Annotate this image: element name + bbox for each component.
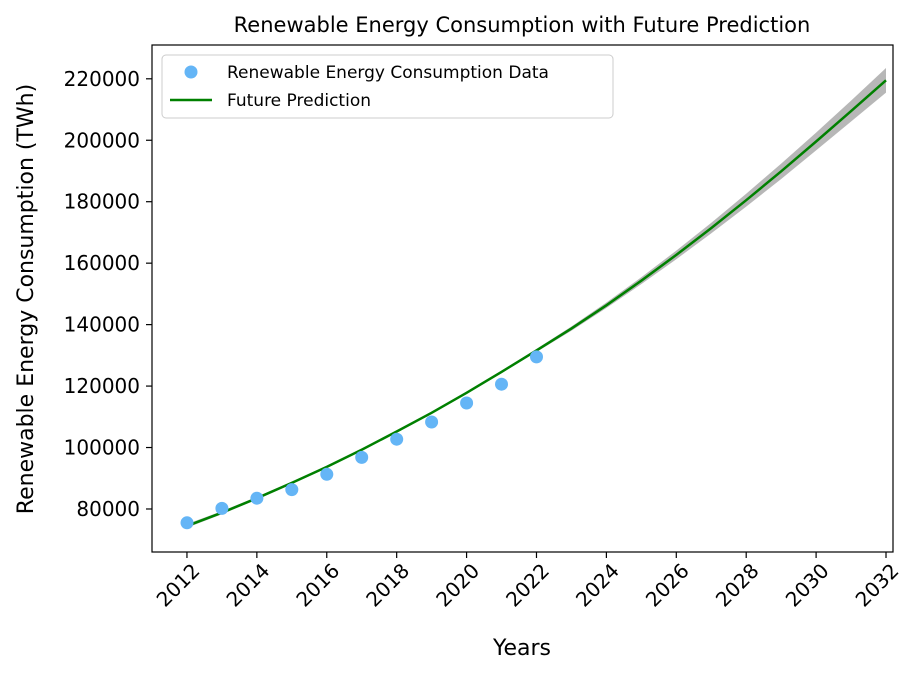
data-point [355, 450, 369, 464]
data-point [495, 377, 508, 391]
x-tick-label: 2026 [641, 559, 694, 612]
y-tick-label: 100000 [64, 436, 140, 460]
y-tick-label: 220000 [64, 67, 140, 91]
legend-label-data: Renewable Energy Consumption Data [227, 63, 549, 83]
y-tick-label: 120000 [64, 374, 140, 398]
confidence-band [187, 68, 886, 528]
data-point [390, 432, 404, 446]
confidence-band-layer [187, 68, 886, 528]
data-points-layer [180, 350, 543, 530]
legend: Renewable Energy Consumption Data Future… [161, 54, 614, 119]
y-axis-ticks: 80000 100000 120000 140000 160000 180000 20000… [64, 67, 152, 521]
y-tick-label: 180000 [64, 190, 140, 214]
x-tick-label: 2032 [851, 559, 904, 612]
y-tick-label: 140000 [64, 313, 140, 337]
data-point [250, 491, 264, 505]
data-point [320, 467, 334, 481]
chart-title: Renewable Energy Consumption with Future… [234, 13, 811, 37]
legend-label-prediction: Future Prediction [227, 91, 371, 111]
x-tick-label: 2030 [781, 559, 834, 612]
x-tick-label: 2014 [221, 559, 274, 612]
data-point [215, 501, 229, 515]
y-tick-label: 160000 [64, 251, 140, 275]
data-point [530, 350, 543, 364]
x-tick-label: 2022 [501, 559, 554, 612]
data-point [180, 516, 194, 530]
data-point [460, 396, 474, 410]
y-axis-label: Renewable Energy Consumption (TWh) [14, 84, 39, 514]
x-tick-label: 2018 [361, 559, 414, 612]
x-tick-label: 2028 [711, 559, 764, 612]
x-axis-ticks: 2012 2014 2016 2018 2020 2022 2024 2026 2028 2030… [152, 552, 904, 612]
x-axis-label: Years [492, 636, 551, 661]
prediction-line-layer [186, 79, 887, 528]
x-tick-label: 2020 [431, 559, 484, 612]
plot-frame [151, 44, 894, 553]
x-tick-label: 2012 [152, 559, 205, 612]
x-tick-label: 2016 [291, 559, 344, 612]
data-point [285, 483, 299, 497]
y-tick-label: 80000 [76, 497, 140, 521]
legend-box [161, 54, 614, 119]
x-tick-label: 2024 [571, 559, 624, 612]
legend-scatter-marker [184, 65, 198, 79]
y-tick-label: 200000 [64, 128, 140, 152]
future-prediction-line [186, 79, 887, 528]
data-point [425, 415, 439, 429]
